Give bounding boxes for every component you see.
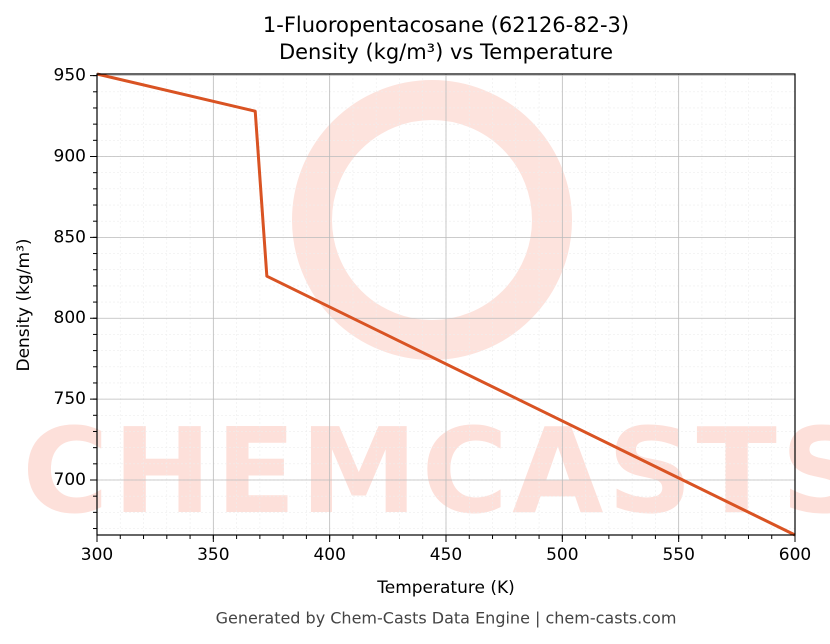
- y-tick-label: 700: [54, 470, 86, 490]
- plot-background: CHEMCASTS: [22, 80, 830, 540]
- y-axis-label: Density (kg/m³): [14, 238, 34, 371]
- x-tick-label: 500: [546, 545, 578, 565]
- y-tick-label: 750: [54, 389, 86, 409]
- x-tick-label: 350: [197, 545, 229, 565]
- y-tick-label: 800: [54, 308, 86, 328]
- plot-frame: [96, 73, 796, 536]
- x-tick-label: 300: [81, 545, 113, 565]
- y-tick-label: 850: [54, 227, 86, 247]
- x-tick-label: 550: [662, 545, 694, 565]
- x-tick-label: 600: [779, 545, 811, 565]
- y-tick-label: 950: [54, 66, 86, 86]
- chart-title: 1-Fluoropentacosane (62126-82-3): [263, 13, 629, 37]
- x-axis-label: Temperature (K): [376, 578, 515, 598]
- y-tick-label: 900: [54, 146, 86, 166]
- footer: Generated by Chem-Casts Data Engine | ch…: [216, 609, 677, 628]
- data-line: [96, 72, 796, 537]
- x-tick-label: 450: [430, 545, 462, 565]
- chart-subtitle: Density (kg/m³) vs Temperature: [279, 40, 613, 64]
- watermark-logo: [292, 80, 572, 360]
- watermark: CHEMCASTS: [22, 402, 830, 540]
- x-tick-label: 400: [313, 545, 345, 565]
